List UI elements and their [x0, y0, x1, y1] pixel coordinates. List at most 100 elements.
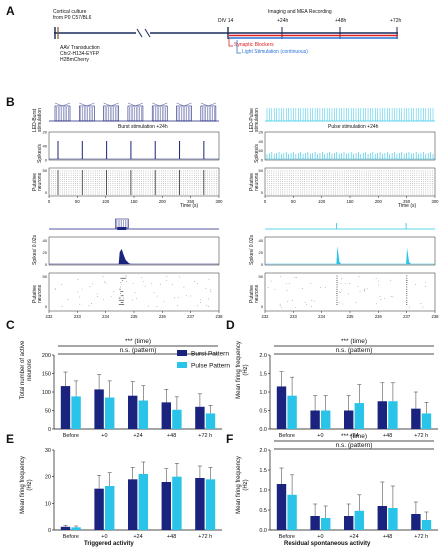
chart-f-bar: [354, 510, 365, 530]
b-left-raster-dots: [51, 170, 217, 195]
b-right-raster-dots: [267, 170, 433, 195]
panel-label-f: F: [226, 432, 234, 446]
chart-f-bar: [276, 484, 287, 530]
b-right-zoom-raster-dot: [409, 306, 410, 308]
b-right-zoom-raster-dot: [349, 283, 351, 284]
b-left-zoom-raster-dot: [207, 306, 209, 307]
chart-f-bar: [421, 520, 432, 530]
b-right-zoom-raster-dot: [294, 276, 296, 278]
b-right-zoom-raster-dot: [348, 293, 349, 295]
b-left-zoom-raster-dot: [91, 303, 93, 304]
b-right-zoom-time-tick-label: 234: [318, 314, 326, 319]
legend-swatch-burst: [177, 350, 187, 356]
chart-c-bar: [195, 406, 205, 429]
b-right-zoom-raster-dot: [379, 296, 381, 298]
chart-d-bar: [276, 386, 287, 429]
chart-e-bar: [71, 527, 81, 530]
b-left-title: Burst stimulation +24h: [118, 124, 168, 130]
b-left-zoom-raster-dot: [103, 298, 104, 300]
b-left-zoom-rate-trace: [49, 249, 219, 265]
b-left-led-burst-link-l: [176, 102, 185, 107]
b-right-zoom-raster-dot: [287, 301, 289, 302]
chart-c-bar: [105, 397, 115, 429]
b-right-zoom-raster-dot: [310, 306, 312, 307]
e-ylabel: Mean firing frequency (Hz): [20, 456, 33, 514]
panel-label-b: B: [6, 95, 15, 109]
chart-c-y-tick-label: 200: [42, 353, 51, 359]
b-left-led-trace: [49, 102, 219, 122]
t72-label: +72h: [390, 18, 402, 24]
b-right-zoom-raster-dot: [359, 291, 361, 292]
chart-f-bar: [310, 516, 320, 530]
chart-c-category-label: +72 h: [198, 433, 212, 439]
b-right-time-tick-label: 0: [264, 199, 267, 204]
b-right-zoom-rate-tick-label: 40: [259, 238, 264, 243]
b-left-led-burst-link-r: [135, 102, 143, 107]
chart-f-category-label: +0: [317, 534, 323, 540]
bar-legend: Burst Pattern Pulse Pattern: [177, 350, 230, 370]
b-right-zoom-raster-dot: [422, 306, 424, 308]
chart-d-y-tick-label: 2.0: [259, 353, 267, 359]
chart-d-group: 0.0 0.5 1.0 1.5 2.0 Before +0 +24 +48 +72 h *** (t…: [259, 338, 438, 439]
b-left-zoom-neuron-ylabel: Putative neurons: [32, 284, 43, 303]
chart-e-group: 0 10 20 30 Before +0 +24 +48 +72 h: [45, 448, 222, 540]
b-left-time-tick-label: 250: [187, 199, 195, 204]
b-left-zoom-raster-dot: [153, 292, 155, 294]
chart-f-stats-time: *** (time): [341, 433, 367, 440]
b-left-zoom-rate-frame: [48, 236, 220, 266]
b-left-zoom-raster-dot: [178, 297, 179, 299]
b-right-zoom-led: [265, 223, 435, 230]
b-left-zoom-rate-burst: [118, 249, 131, 264]
b-left-zoom-raster-dot: [171, 284, 173, 286]
legend-label-pulse: Pulse Pattern: [191, 363, 230, 370]
b-right-rate-frame: [264, 131, 436, 161]
b-left-zoom-raster-dot: [110, 295, 112, 297]
b-left-led-burst-link-l: [54, 102, 63, 107]
b-left-zoom-raster-dot: [132, 282, 134, 284]
b-left-led-burst-box: [54, 105, 71, 122]
b-left-zoom-raster-dot: [210, 291, 212, 293]
b-left-zoom-raster-dot: [96, 296, 98, 297]
chart-d-y-tick-label: 1.0: [259, 390, 267, 396]
b-right-zoom-raster-dot: [325, 286, 326, 288]
axis-break-1: [136, 28, 143, 38]
b-right-zoom-raster-dot: [341, 278, 343, 280]
b-left-zoom-raster-dot: [194, 280, 195, 282]
b-left-zoom-time-tick-label: 232: [46, 314, 54, 319]
b-right-zoom-time-tick-label: 233: [290, 314, 298, 319]
b-left-rate-tick-label: 0: [45, 158, 48, 163]
chart-c-bar: [71, 396, 81, 429]
chart-c-y-tick-label: 50: [45, 409, 51, 415]
b-left-led-burst-link-r: [159, 102, 168, 107]
b-left-zoom-raster-dot: [159, 283, 161, 285]
b-left-raster-frame: [48, 167, 220, 197]
f-ylabel: Mean firing frequency (Hz): [236, 456, 249, 514]
chart-d-bar: [388, 401, 398, 429]
b-right-zoom-neuron-ylabel: Putative neurons: [249, 284, 260, 303]
b-left-zoom-raster-frame: [48, 272, 220, 312]
b-right-zoom-raster-dot: [313, 300, 315, 302]
b-right-zoom-time-tick-label: 235: [347, 314, 355, 319]
b-left-zoom-raster-dot: [165, 280, 167, 281]
b-left-zoom-raster-dot: [210, 289, 212, 291]
chart-c-category-label: +24: [133, 433, 142, 439]
chart-e-y-tick-label: 0: [48, 528, 51, 534]
b-left-zoom-raster-dot: [205, 287, 207, 289]
blockers-arrow: [228, 38, 233, 47]
b-left-zoom-rate-tick-label: 20: [43, 250, 48, 255]
c-ylabel: Total number of active neurons: [20, 340, 33, 400]
b-right-zoom-raster-dot: [390, 296, 392, 297]
chart-c-bar: [94, 389, 104, 429]
chart-e-bar: [161, 482, 171, 530]
b-right-zoom-raster-dot: [270, 280, 272, 282]
chart-f-stats-pattern: n.s. (pattern): [336, 442, 373, 449]
b-left-zoom-raster-dot: [183, 286, 185, 288]
b-left-zoom-raster-dot: [104, 281, 105, 283]
b-right-zoom-raster-dot: [295, 277, 297, 278]
b-right-neuron-tick-label: 50: [259, 168, 264, 173]
b-left-zoom-raster-dot: [81, 288, 83, 290]
chart-e-bar: [172, 476, 182, 530]
f-xlabel: Residual spontaneous activity: [284, 541, 371, 547]
b-right-zoom-raster-dot: [285, 283, 287, 285]
chart-c-y-tick-label: 150: [42, 372, 51, 378]
